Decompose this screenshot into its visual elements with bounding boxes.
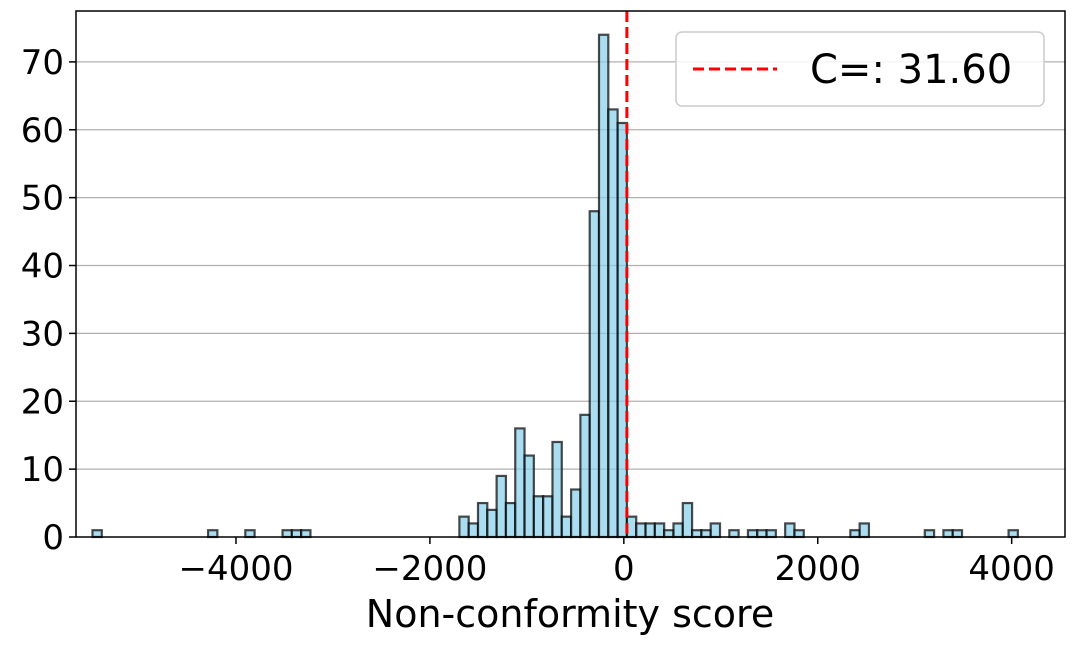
bar-5 bbox=[300, 529, 312, 539]
bar-20 bbox=[588, 210, 601, 539]
bar-34 bbox=[728, 529, 740, 539]
bar-3 bbox=[281, 529, 293, 539]
bar-32 bbox=[700, 529, 712, 539]
y-tick-label-4: 40 bbox=[21, 247, 64, 287]
x-tick-label-4: 4000 bbox=[968, 549, 1055, 589]
grid-lines bbox=[76, 61, 1065, 470]
bar-26 bbox=[644, 522, 656, 539]
x-axis-ticks: −4000 −2000 0 2000 4000 bbox=[178, 537, 1055, 589]
y-axis-ticks: 0 10 20 30 40 50 60 70 bbox=[21, 43, 76, 558]
bar-33 bbox=[709, 522, 722, 539]
bar-19 bbox=[579, 413, 591, 539]
bar-15 bbox=[542, 495, 554, 539]
x-axis-title: Non-conformity score bbox=[366, 592, 774, 636]
bar-39 bbox=[793, 529, 805, 539]
bar-42 bbox=[923, 529, 936, 539]
bar-21 bbox=[597, 33, 610, 539]
bar-17 bbox=[560, 515, 573, 539]
bar-45 bbox=[1007, 529, 1019, 539]
bar-16 bbox=[551, 440, 563, 539]
bar-31 bbox=[690, 529, 703, 539]
y-tick-label-2: 20 bbox=[21, 382, 64, 422]
bar-22 bbox=[607, 108, 619, 539]
y-tick-label-6: 60 bbox=[21, 111, 64, 151]
legend-label-threshold: C=: 31.60 bbox=[810, 47, 1012, 93]
bar-2 bbox=[244, 529, 256, 539]
bar-7 bbox=[467, 522, 480, 539]
legend: C=: 31.60 bbox=[675, 31, 1045, 107]
y-tick-label-1: 10 bbox=[21, 450, 64, 490]
plot-frame bbox=[75, 10, 1066, 538]
bar-12 bbox=[514, 427, 526, 539]
y-tick-label-0: 0 bbox=[42, 518, 64, 558]
y-tick-label-3: 30 bbox=[21, 314, 64, 354]
bar-30 bbox=[681, 501, 694, 539]
bar-18 bbox=[569, 488, 582, 539]
bar-40 bbox=[849, 529, 861, 539]
bar-43 bbox=[942, 529, 954, 539]
bar-29 bbox=[672, 522, 684, 539]
x-tick-label-1: −2000 bbox=[372, 549, 487, 589]
bar-11 bbox=[504, 501, 517, 539]
bar-35 bbox=[746, 529, 759, 539]
bar-9 bbox=[486, 508, 498, 539]
bar-41 bbox=[858, 522, 871, 539]
bar-44 bbox=[951, 529, 964, 539]
bar-25 bbox=[635, 522, 647, 539]
x-tick-label-2: 0 bbox=[613, 549, 635, 589]
bar-10 bbox=[495, 474, 508, 539]
bar-14 bbox=[532, 495, 545, 539]
bar-37 bbox=[765, 529, 777, 539]
bar-38 bbox=[784, 522, 796, 539]
bar-28 bbox=[663, 529, 675, 539]
x-tick-label-0: −4000 bbox=[178, 549, 293, 589]
bar-13 bbox=[523, 454, 535, 539]
bar-36 bbox=[756, 529, 768, 539]
bar-8 bbox=[476, 501, 489, 539]
y-tick-label-5: 50 bbox=[21, 179, 64, 219]
x-tick-label-3: 2000 bbox=[774, 549, 861, 589]
y-tick-label-7: 70 bbox=[21, 43, 64, 83]
bar-4 bbox=[290, 529, 303, 539]
bar-6 bbox=[458, 515, 470, 539]
bar-23 bbox=[616, 121, 629, 539]
histogram-bars bbox=[91, 33, 1019, 539]
bar-27 bbox=[653, 522, 666, 539]
bar-1 bbox=[206, 529, 219, 539]
legend-box bbox=[675, 31, 1045, 107]
bar-0 bbox=[91, 529, 103, 539]
